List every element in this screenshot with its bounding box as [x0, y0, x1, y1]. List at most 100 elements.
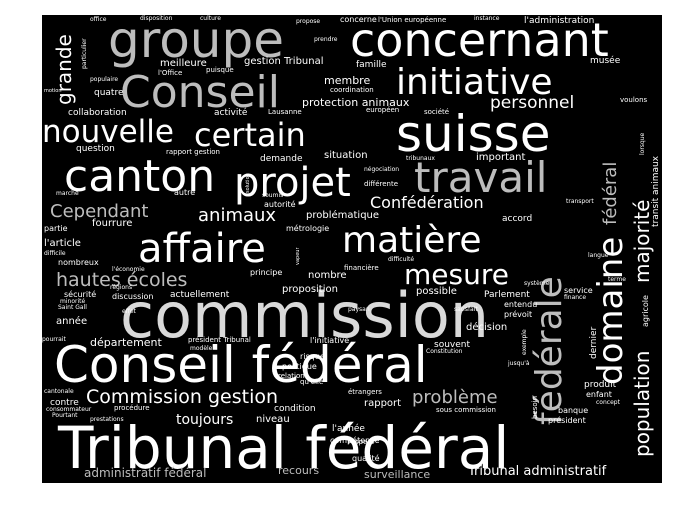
word-effet: effet	[122, 308, 136, 315]
word-culture: culture	[200, 15, 221, 22]
word-qu-elle: qu'elle	[300, 378, 324, 386]
word-question: question	[76, 144, 115, 154]
word-population-vertical: population	[630, 350, 654, 457]
word-prendre: prendre	[314, 36, 338, 43]
word-lorsque-vertical: lorsque	[639, 132, 646, 155]
word-decision: décision	[466, 322, 508, 333]
word-paysan: paysan	[348, 306, 370, 313]
word-metrologie: métrologie	[286, 224, 330, 233]
word-probleme: problème	[412, 387, 498, 408]
word-politique: politique	[282, 362, 317, 371]
word-federal-vertical: fédéral	[600, 161, 621, 225]
word-grande-vertical: grande	[52, 34, 76, 105]
word-satisfait: satisfait	[454, 306, 478, 313]
word-jusqu-a: jusqu'à	[508, 360, 530, 367]
word-difficile: difficile	[44, 250, 66, 257]
word-tribunal-administratif: Tribunal administratif	[468, 464, 607, 479]
word-prestations: prestations	[90, 416, 124, 423]
word-qualite: qualité	[352, 454, 380, 463]
word-finance: finance	[564, 294, 587, 301]
word-membre: membre	[324, 74, 371, 87]
word-cloud: Tribunal fédéral commission Conseil fédé…	[42, 15, 662, 483]
word-dernier-vertical: dernier	[589, 326, 599, 359]
word-terme: terme	[608, 276, 626, 283]
word-famille: famille	[356, 60, 387, 70]
word-instance: instance	[474, 15, 500, 22]
word-parlement: Parlement	[484, 290, 530, 300]
word-agricole-vertical: agricole	[641, 295, 650, 327]
word-lausanne: Lausanne	[268, 108, 302, 116]
word-solution-vertical: solution	[245, 173, 251, 193]
word-produit: produit	[584, 380, 617, 390]
word-quatre: quatre	[94, 88, 124, 98]
word-souvent: souvent	[434, 340, 470, 350]
word-proposition: proposition	[282, 284, 338, 295]
word-actuellement: actuellement	[170, 290, 230, 300]
word-concernant: concernant	[350, 15, 609, 67]
word-particulier-vertical: particulier	[81, 38, 88, 69]
word-president-tribunal: président Tribunal	[188, 336, 251, 344]
word-gestion-tribunal: gestion Tribunal	[244, 56, 324, 67]
word-puisque: puisque	[206, 66, 234, 74]
word-possible: possible	[416, 286, 457, 297]
word-situation: situation	[324, 150, 368, 161]
word-difficulte: difficulté	[388, 256, 415, 263]
word-surveillance: surveillance	[364, 468, 431, 481]
word-financiere: financière	[344, 264, 379, 272]
word-concerne: concerne	[340, 15, 377, 24]
word-respect: respect	[348, 438, 375, 446]
word-problematique: problématique	[306, 210, 380, 221]
word-demande: demande	[260, 154, 303, 164]
word-concept: concept	[596, 399, 620, 406]
word-affaire: affaire	[138, 226, 266, 272]
word-l-union-europeenne: l'Union européenne	[378, 16, 447, 24]
word-administratif-federal: administratif fédéral	[84, 466, 207, 480]
word-hautes-ecoles: hautes écoles	[56, 269, 188, 291]
word-certain: certain	[194, 116, 306, 154]
word-societe: société	[424, 108, 450, 116]
word-minorite: minorité	[60, 298, 86, 305]
word-cependant: Cependant	[50, 201, 149, 222]
word-rapport-gestion: rapport gestion	[166, 148, 220, 156]
word-contre: contre	[50, 398, 79, 408]
word-discussion: discussion	[112, 292, 154, 301]
word-transit-animaux-vertical: transit animaux	[651, 155, 661, 227]
word-fourrure: fourrure	[92, 218, 133, 229]
word-departement: département	[90, 336, 162, 349]
word-matiere: matière	[342, 220, 482, 261]
word-systeme: système	[524, 280, 550, 287]
word-soumis: soumis	[262, 192, 284, 199]
word-suisse: suisse	[396, 105, 551, 163]
word-besoin-vertical: besoin	[531, 395, 539, 419]
word-conseil-federal: Conseil fédéral	[54, 336, 428, 394]
word-negociation: négociation	[364, 166, 400, 173]
word-l-initiative: l'initiative	[310, 336, 350, 345]
word-autre: autre	[174, 188, 196, 197]
word-tribunaux: tribunaux	[406, 155, 435, 162]
word-voulons: voulons	[620, 96, 648, 104]
word-niveau: niveau	[256, 414, 290, 425]
word-modele: modèle	[190, 345, 213, 352]
word-musee: musée	[590, 56, 621, 66]
word-commission: commission	[120, 279, 490, 352]
word-transport: transport	[566, 198, 594, 205]
word-rapport: rapport	[364, 398, 402, 409]
word-l-annee: l'année	[332, 424, 365, 434]
word-relation: relation	[278, 372, 305, 380]
word-meilleure: meilleure	[160, 58, 207, 69]
word-entendu: entendu	[504, 300, 538, 309]
word-majorite-vertical: majorité	[630, 199, 654, 283]
word-conseil: Conseil	[120, 67, 280, 118]
word-propose: propose	[296, 18, 321, 25]
word-banque: banque	[558, 406, 589, 415]
word-autorite: autorité	[264, 200, 296, 209]
word-vapeur-vertical: vapeur	[295, 247, 301, 266]
word-etrangers: étrangers	[348, 388, 382, 396]
word-recours: recours	[278, 464, 320, 477]
word-mesure: mesure	[404, 258, 509, 291]
word-principe: principe	[250, 268, 283, 277]
word-president: président	[548, 416, 586, 425]
word-risque: risque	[300, 352, 325, 361]
word-pourtant: Pourtant	[52, 412, 78, 419]
word-groupe: groupe	[108, 15, 284, 69]
